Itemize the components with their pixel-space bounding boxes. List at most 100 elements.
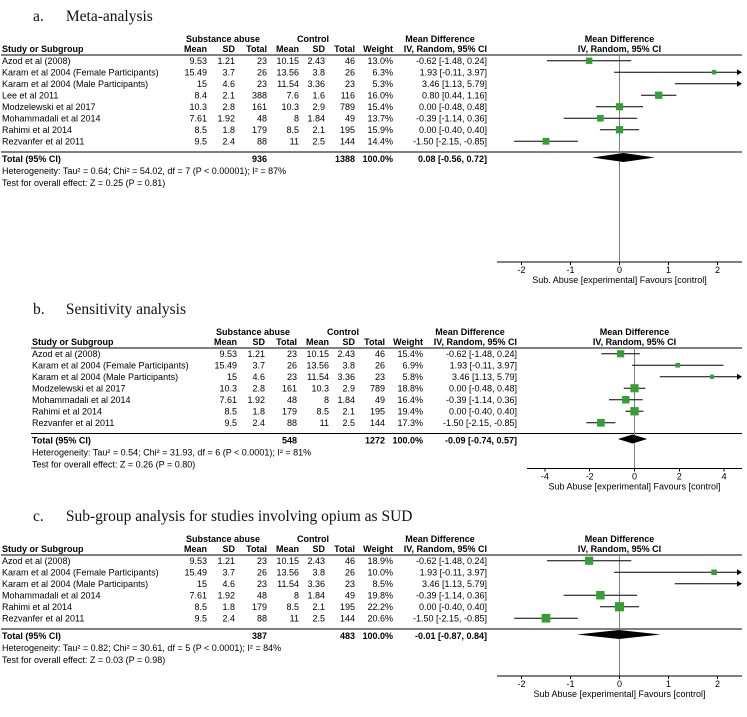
total-experimental: 23 bbox=[257, 579, 267, 589]
effect-square bbox=[597, 418, 605, 427]
mean-experimental: 8.5 bbox=[194, 602, 207, 612]
col-total-exp: Total bbox=[246, 544, 267, 554]
ci-arrow-right bbox=[737, 69, 742, 76]
mean-experimental: 8.5 bbox=[224, 407, 237, 417]
axis-tick-label: 0 bbox=[632, 472, 637, 482]
weight-value: 15.4% bbox=[367, 102, 393, 112]
mean-control: 10.3 bbox=[281, 102, 299, 112]
col-effect-header: Mean Difference bbox=[435, 327, 505, 337]
col-mean-ctrl: Mean bbox=[276, 44, 299, 54]
total-control: 116 bbox=[341, 91, 355, 101]
study-name: Rahimi et al 2014 bbox=[32, 407, 102, 417]
sd-control: 2.5 bbox=[312, 137, 325, 147]
axis-tick-label: -4 bbox=[541, 472, 549, 482]
weight-value: 16.4% bbox=[397, 395, 423, 405]
sd-experimental: 2.4 bbox=[222, 614, 235, 624]
study-name: Modzelewski et al 2017 bbox=[32, 384, 126, 394]
mean-control: 8.5 bbox=[286, 125, 299, 135]
axis-tick-label: 1 bbox=[666, 265, 671, 275]
axis-caption: Sub Abuse [experimental] Favours [contro… bbox=[548, 482, 720, 492]
effect-square bbox=[655, 91, 663, 99]
total-weight: 100.0% bbox=[362, 631, 393, 641]
weight-value: 22.2% bbox=[367, 602, 393, 612]
panel-title: b. Sensitivity analysis bbox=[33, 301, 747, 319]
total-control: 49 bbox=[345, 114, 355, 124]
effect-square bbox=[675, 362, 681, 368]
panel-meta-analysis: a. Meta-analysis Substance abuse Control M… bbox=[0, 8, 747, 289]
axis-tick-label: -1 bbox=[566, 265, 574, 275]
col-total-exp: Total bbox=[246, 44, 267, 54]
total-control: 195 bbox=[340, 125, 355, 135]
mean-experimental: 9.53 bbox=[189, 56, 207, 66]
panel-figure: Substance abuse Control Mean Difference Mea… bbox=[0, 33, 747, 289]
axis-tick-label: -2 bbox=[517, 679, 525, 689]
total-experimental: 88 bbox=[257, 137, 267, 147]
total-experimental: 388 bbox=[252, 91, 267, 101]
mean-control: 8.5 bbox=[286, 602, 299, 612]
heterogeneity-note: Heterogeneity: Tau² = 0.82; Chi² = 30.61… bbox=[2, 643, 281, 653]
sd-control: 2.43 bbox=[307, 56, 325, 66]
col-study-header: Study or Subgroup bbox=[32, 337, 114, 347]
sd-experimental: 1.92 bbox=[217, 591, 235, 601]
axis-caption: Sub Abuse [experimental] Favours [contro… bbox=[533, 689, 705, 699]
total-weight: 100.0% bbox=[362, 154, 393, 164]
ci-value: -1.50 [-2.15, -0.85] bbox=[413, 614, 487, 624]
col-group-experimental: Substance abuse bbox=[186, 534, 260, 544]
total-experimental: 179 bbox=[282, 407, 297, 417]
panel-figure: Substance abuse Control Mean Difference Mea… bbox=[0, 533, 747, 703]
mean-experimental: 8.4 bbox=[194, 91, 207, 101]
total-experimental: 179 bbox=[252, 602, 267, 612]
ci-value: 0.80 [0.44, 1.16] bbox=[422, 91, 487, 101]
weight-value: 19.4% bbox=[397, 407, 423, 417]
mean-control: 13.56 bbox=[276, 568, 299, 578]
plot-header: Mean Difference bbox=[585, 34, 655, 44]
col-study-header: Study or Subgroup bbox=[2, 44, 84, 54]
weight-value: 6.9% bbox=[402, 361, 423, 371]
col-group-experimental: Substance abuse bbox=[216, 327, 290, 337]
mean-experimental: 7.61 bbox=[189, 591, 207, 601]
col-total-ctrl: Total bbox=[334, 544, 355, 554]
effect-square bbox=[585, 57, 593, 64]
weight-value: 6.3% bbox=[372, 68, 393, 78]
mean-experimental: 15.49 bbox=[214, 361, 237, 371]
mean-control: 11.54 bbox=[277, 79, 299, 89]
mean-experimental: 15.49 bbox=[184, 68, 207, 78]
study-name: Karam et al 2004 (Female Participants) bbox=[2, 568, 159, 578]
total-control: 46 bbox=[345, 56, 355, 66]
ci-value: 0.00 [-0.40, 0.40] bbox=[449, 407, 517, 417]
axis-tick-label: 0 bbox=[617, 265, 622, 275]
mean-control: 11.54 bbox=[307, 372, 329, 382]
sd-experimental: 1.8 bbox=[222, 125, 235, 135]
col-sd-ctrl: SD bbox=[312, 544, 325, 554]
study-name: Lee et al 2011 bbox=[2, 91, 58, 101]
col-sd-exp: SD bbox=[252, 337, 265, 347]
total-control: 23 bbox=[345, 79, 355, 89]
col-sd-ctrl: SD bbox=[312, 44, 325, 54]
total-experimental: 26 bbox=[257, 568, 267, 578]
mean-experimental: 9.5 bbox=[224, 418, 237, 428]
total-control: 46 bbox=[375, 349, 385, 359]
total-control: 144 bbox=[340, 614, 355, 624]
ci-value: 3.46 [1.13, 5.79] bbox=[422, 79, 487, 89]
panel-figure: Substance abuse Control Mean Difference Mea… bbox=[0, 326, 747, 496]
mean-experimental: 9.5 bbox=[194, 614, 207, 624]
sd-control: 3.36 bbox=[307, 79, 325, 89]
total-control: 49 bbox=[345, 591, 355, 601]
mean-control: 10.3 bbox=[311, 384, 329, 394]
panel-label: a. bbox=[33, 8, 44, 25]
col-weight: Weight bbox=[363, 44, 393, 54]
plot-header: Mean Difference bbox=[585, 534, 655, 544]
weight-value: 20.6% bbox=[367, 614, 393, 624]
col-group-control: Control bbox=[327, 327, 359, 337]
study-name: Azod et al (2008) bbox=[2, 556, 71, 566]
col-sd-exp: SD bbox=[222, 44, 235, 54]
weight-value: 8.5% bbox=[372, 579, 393, 589]
grand-total-experimental: 548 bbox=[282, 436, 297, 446]
ci-value: -1.50 [-2.15, -0.85] bbox=[413, 137, 487, 147]
plot-ci-header: IV, Random, 95% CI bbox=[593, 337, 676, 347]
col-ci-header: IV, Random, 95% CI bbox=[404, 544, 487, 554]
ci-value: -0.39 [-1.14, 0.36] bbox=[446, 395, 517, 405]
sd-experimental: 1.92 bbox=[217, 114, 235, 124]
grand-total-control: 483 bbox=[340, 631, 355, 641]
col-total-ctrl: Total bbox=[334, 44, 355, 54]
